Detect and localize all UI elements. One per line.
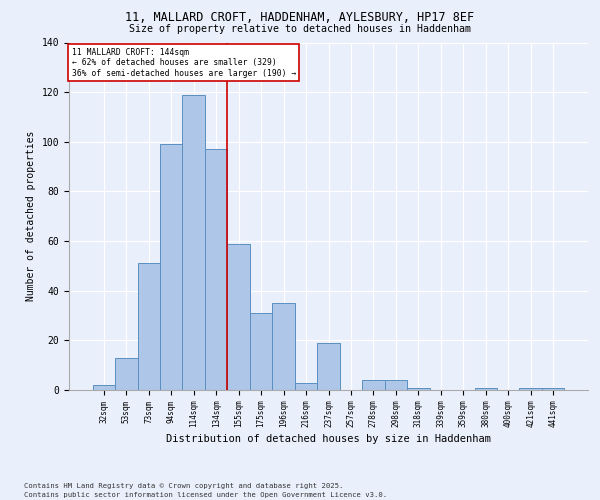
Bar (205, 149, 227, 390)
Bar (92, 385, 115, 390)
Text: Contains public sector information licensed under the Open Government Licence v3: Contains public sector information licen… (24, 492, 387, 498)
Bar (295, 382, 317, 390)
Bar (227, 244, 250, 390)
Text: 11 MALLARD CROFT: 144sqm
← 62% of detached houses are smaller (329)
36% of semi-: 11 MALLARD CROFT: 144sqm ← 62% of detach… (71, 48, 296, 78)
Text: Size of property relative to detached houses in Haddenham: Size of property relative to detached ho… (129, 24, 471, 34)
Text: 11, MALLARD CROFT, HADDENHAM, AYLESBURY, HP17 8EF: 11, MALLARD CROFT, HADDENHAM, AYLESBURY,… (125, 11, 475, 24)
Bar (542, 388, 565, 390)
Bar (407, 388, 430, 390)
Bar (137, 264, 160, 390)
Bar (115, 358, 137, 390)
X-axis label: Distribution of detached houses by size in Haddenham: Distribution of detached houses by size … (166, 434, 491, 444)
Bar (385, 380, 407, 390)
Bar (250, 313, 272, 390)
Bar (317, 343, 340, 390)
Bar (160, 144, 182, 390)
Text: Contains HM Land Registry data © Crown copyright and database right 2025.: Contains HM Land Registry data © Crown c… (24, 483, 343, 489)
Bar (182, 94, 205, 390)
Bar (272, 303, 295, 390)
Y-axis label: Number of detached properties: Number of detached properties (26, 131, 36, 302)
Bar (475, 388, 497, 390)
Bar (520, 388, 542, 390)
Bar (362, 380, 385, 390)
